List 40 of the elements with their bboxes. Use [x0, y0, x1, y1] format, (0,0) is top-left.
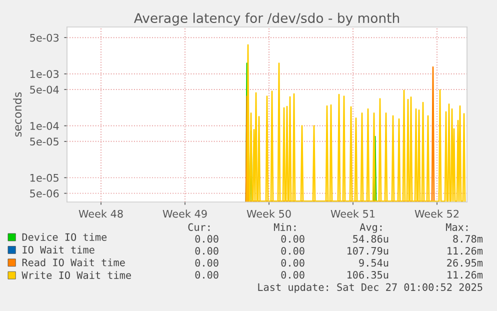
y-tick-label: 5e-04	[30, 86, 59, 94]
x-tick-label: Week 51	[330, 210, 375, 218]
text: Avg:	[360, 223, 382, 233]
text: 0.00	[281, 259, 304, 267]
y-tick-label: 1e-04	[30, 122, 59, 130]
text: 0.00	[195, 247, 218, 255]
x-tick-label: Week 49	[162, 210, 207, 218]
y-tick-label: 5e-05	[30, 138, 58, 146]
y-axis-title: seconds	[13, 92, 22, 137]
y-tick-label: 5e-06	[30, 190, 59, 198]
text: 106.35u	[347, 271, 388, 279]
text: 54.86u	[353, 235, 388, 243]
text: 0.00	[195, 235, 218, 243]
text: 11.26m	[448, 247, 483, 255]
text: 0.00	[281, 271, 304, 279]
y-tick-label: 1e-05	[30, 174, 58, 182]
text: 11.26m	[448, 271, 483, 279]
text: 0.00	[281, 247, 304, 255]
text: Last update: Sat Dec 27 01:00:52 2025	[258, 283, 482, 293]
chart-title: Average latency for /dev/sdo - by month	[134, 12, 399, 26]
text: 8.78m	[453, 235, 483, 243]
y-tick-label: 5e-03	[30, 34, 59, 42]
line-series	[246, 44, 466, 202]
text: Max:	[446, 223, 468, 231]
text: 9.54u	[359, 259, 388, 267]
legend-label: Write IO Wait time	[22, 271, 131, 280]
y-tick-label: 1e-03	[30, 70, 59, 78]
text: Min:	[274, 223, 296, 231]
text: 0.00	[195, 259, 218, 267]
text: 26.95m	[447, 259, 483, 267]
x-tick-label: Week 48	[78, 210, 123, 218]
text: 0.00	[195, 271, 218, 279]
x-tick-label: Week 52	[414, 210, 459, 218]
legend-label: Device IO time	[22, 233, 107, 241]
x-tick-label: Week 50	[246, 210, 291, 218]
text: 107.79u	[347, 247, 388, 255]
text: Cur:	[188, 223, 210, 231]
legend-label: IO Wait time	[22, 246, 94, 254]
text: 0.00	[281, 235, 304, 243]
legend-label: Read IO Wait time	[22, 258, 125, 266]
